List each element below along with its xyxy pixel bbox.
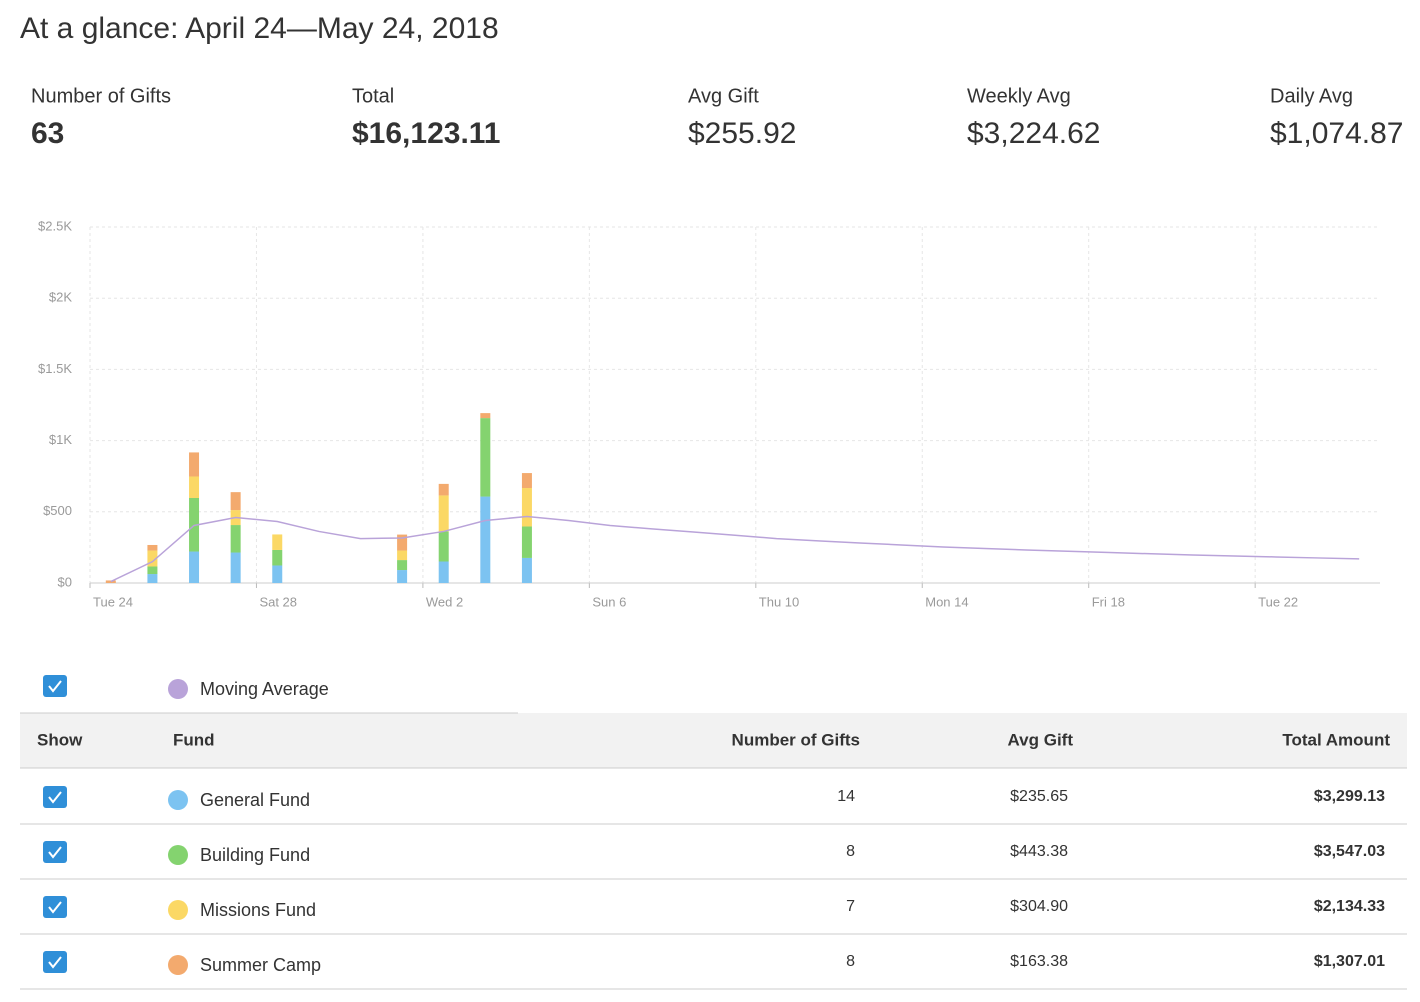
bar-segment (147, 550, 158, 567)
checkbox[interactable] (43, 786, 67, 808)
fund-dot (168, 845, 188, 865)
checkbox[interactable] (43, 675, 67, 697)
bar-segment (438, 495, 449, 532)
stat-label: Daily Avg (1270, 85, 1353, 107)
bar-segment (230, 492, 241, 511)
checkmark (48, 680, 62, 693)
checkmark (48, 846, 62, 859)
table-cell: 7 (846, 898, 855, 915)
bar-segment (397, 550, 408, 561)
x-tick-label: Tue 22 (1258, 594, 1298, 609)
bar-segment (438, 561, 449, 583)
bar-segment (397, 570, 408, 583)
legend-dot (168, 679, 188, 699)
stat-label: Total (352, 85, 394, 107)
bar-segment (147, 566, 158, 575)
bar-segment (147, 544, 158, 551)
fund-name: Missions Fund (200, 900, 316, 920)
fund-dot (168, 900, 188, 920)
bar-segment (438, 531, 449, 562)
fund-dot (168, 790, 188, 810)
legend-label: Moving Average (200, 679, 329, 699)
table-cell: 8 (846, 843, 855, 860)
table-cell: $3,547.03 (1314, 843, 1385, 860)
bar-segment (438, 483, 449, 496)
checkmark (48, 901, 62, 914)
stat-value: $3,224.62 (967, 117, 1100, 150)
fund-name: General Fund (200, 790, 310, 810)
y-tick-label: $2.5K (38, 218, 72, 233)
x-tick-label: Mon 14 (925, 594, 968, 609)
stat-label: Number of Gifts (31, 85, 171, 107)
table-cell: 8 (846, 953, 855, 970)
stat-label: Weekly Avg (967, 85, 1071, 107)
table-cell: $443.38 (1010, 843, 1068, 860)
bar-segment (521, 557, 532, 583)
bar-segment (230, 552, 241, 583)
table-cell: $2,134.33 (1314, 898, 1385, 915)
bar-segment (189, 476, 200, 498)
y-tick-label: $0 (58, 574, 72, 589)
column-header: Fund (173, 730, 215, 749)
x-tick-label: Wed 2 (426, 594, 463, 609)
x-tick-label: Sat 28 (259, 594, 297, 609)
bar-segment (397, 560, 408, 571)
stat-value: $1,074.87 (1270, 117, 1403, 150)
bar-segment (147, 574, 158, 583)
table-cell: 14 (837, 788, 855, 805)
stat-value: $16,123.11 (352, 117, 501, 150)
x-tick-label: Tue 24 (93, 594, 133, 609)
table-cell: $235.65 (1010, 788, 1068, 805)
fund-dot (168, 955, 188, 975)
bar-segment (105, 580, 116, 583)
x-tick-label: Thu 10 (759, 594, 799, 609)
stat-value: 63 (31, 117, 64, 150)
column-header: Avg Gift (1008, 730, 1074, 749)
bar-segment (230, 525, 241, 553)
bar-segment (272, 534, 283, 550)
stat-value: $255.92 (688, 117, 796, 150)
bar-segment (521, 488, 532, 527)
column-header: Number of Gifts (732, 730, 860, 749)
y-tick-label: $2K (49, 290, 72, 305)
stat-label: Avg Gift (688, 85, 759, 107)
bar-segment (480, 418, 491, 497)
fund-name: Building Fund (200, 845, 310, 865)
checkmark (48, 956, 62, 969)
table-header-band (20, 713, 1407, 768)
table-cell: $3,299.13 (1314, 788, 1385, 805)
moving-average-line (110, 515, 1360, 583)
bar-segment (189, 452, 200, 477)
bar-segment (521, 526, 532, 558)
checkbox[interactable] (43, 896, 67, 918)
x-tick-label: Fri 18 (1092, 594, 1125, 609)
y-tick-label: $500 (43, 503, 72, 518)
table-cell: $163.38 (1010, 953, 1068, 970)
table-cell: $1,307.01 (1314, 953, 1385, 970)
bar-segment (397, 534, 408, 551)
checkmark (48, 791, 62, 804)
y-tick-label: $1.5K (38, 361, 72, 376)
column-header: Total Amount (1282, 730, 1390, 749)
page-title: At a glance: April 24—May 24, 2018 (20, 12, 499, 45)
y-tick-label: $1K (49, 432, 72, 447)
bar-segment (189, 551, 200, 583)
checkbox[interactable] (43, 841, 67, 863)
column-header: Show (37, 730, 83, 749)
bar-segment (521, 473, 532, 489)
fund-name: Summer Camp (200, 955, 321, 975)
x-tick-label: Sun 6 (592, 594, 626, 609)
bar-segment (272, 565, 283, 583)
checkbox[interactable] (43, 951, 67, 973)
bar-segment (480, 413, 491, 419)
table-cell: $304.90 (1010, 898, 1068, 915)
bar-segment (272, 549, 283, 566)
bar-segment (480, 496, 491, 583)
